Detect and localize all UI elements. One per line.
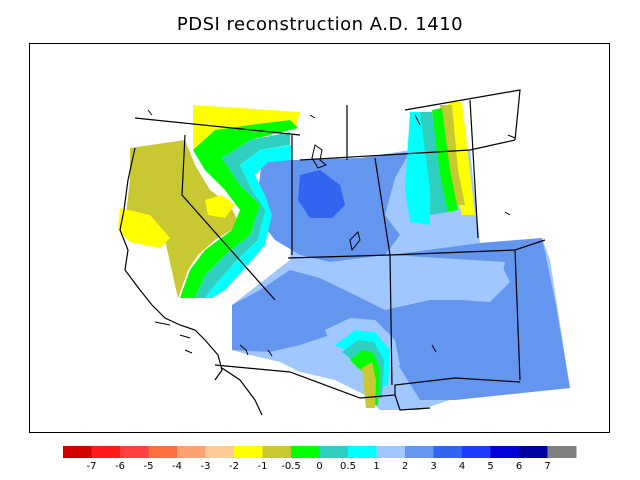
border-utah-arizona [287, 254, 391, 259]
border-utah-colorado [374, 157, 391, 256]
lake-northeast [414, 114, 516, 216]
border-newmexico-east [514, 249, 521, 381]
region-yellow-west [118, 208, 170, 248]
lake-mead [239, 344, 249, 356]
baja-coast [221, 367, 263, 416]
border-arizona-newmexico [389, 254, 393, 386]
lake-nw [147, 109, 316, 119]
region-green-northeast [432, 108, 458, 212]
channel-islands [154, 321, 193, 354]
border-montana [404, 89, 521, 141]
region-olive-west [125, 140, 240, 298]
region-cyan-northeast [405, 112, 430, 225]
border-nevada [181, 134, 276, 301]
region-blue-spot [298, 170, 345, 218]
region-yellow-north [193, 105, 300, 165]
region-olive-northeast [440, 105, 465, 205]
lake-nm [431, 344, 437, 353]
region-lightblue-pocket [448, 262, 510, 302]
pdsi-fill-layer [118, 102, 570, 410]
region-cyan-west [205, 145, 292, 298]
great-salt-lake [311, 144, 327, 169]
border-wyoming-north [299, 139, 516, 161]
salton-sea [267, 349, 273, 357]
border-sonora [394, 394, 431, 411]
boundary-layer [119, 89, 546, 416]
region-green-west [180, 120, 298, 298]
lake-islands [147, 109, 516, 357]
border-dakota [469, 99, 479, 239]
coastline [119, 147, 223, 381]
border-oregon-california [134, 117, 301, 136]
region-midblue-east [385, 238, 570, 400]
map-title: PDSI reconstruction A.D. 1410 [176, 14, 464, 35]
lake-powell [349, 231, 361, 252]
region-teal-west [195, 132, 290, 298]
region-yellow-spot [205, 195, 235, 218]
